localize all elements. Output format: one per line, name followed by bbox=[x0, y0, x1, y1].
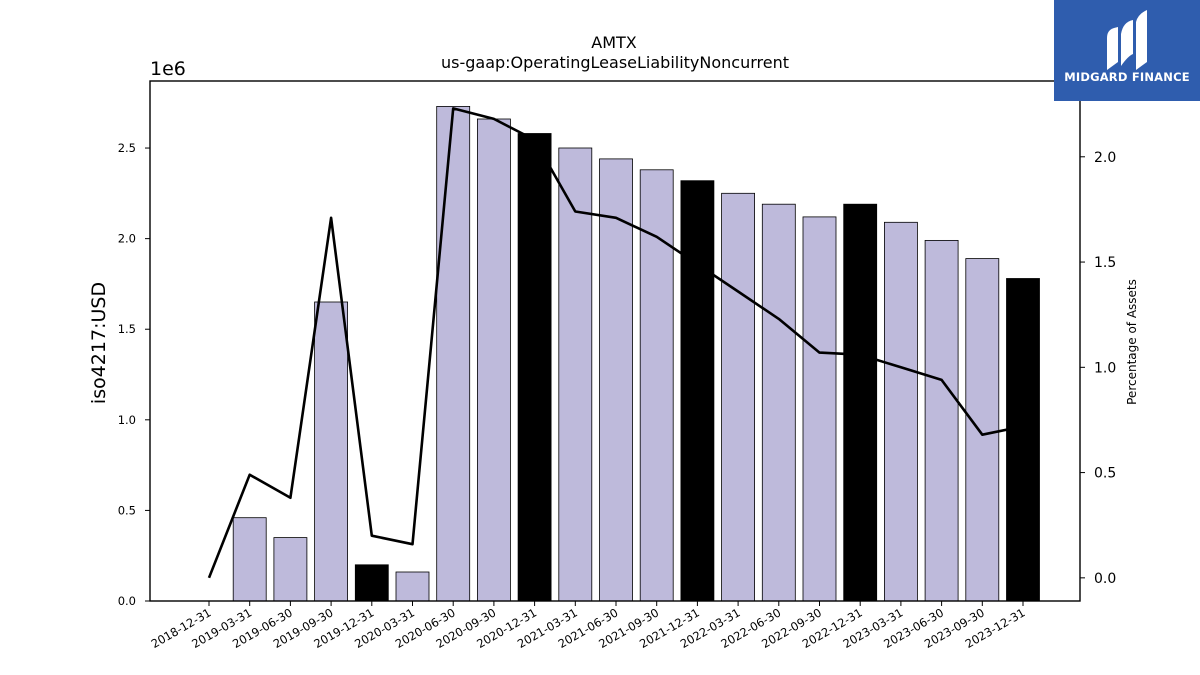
bar-2019-03-31 bbox=[232, 517, 267, 602]
x-axis-ticks: 2018-12-312019-03-312019-06-302019-09-30… bbox=[149, 601, 1028, 651]
bar-2021-09-30 bbox=[639, 169, 674, 602]
chart-title: AMTX bbox=[591, 33, 637, 52]
y-tick-label: 0.5 bbox=[118, 503, 136, 517]
y2-tick-label: 0.5 bbox=[1094, 466, 1116, 482]
bar-2020-09-30 bbox=[476, 118, 511, 602]
y2-axis-label: Percentage of Assets bbox=[1125, 279, 1139, 405]
bar-2022-12-31 bbox=[843, 203, 878, 602]
y-tick-label: 2.5 bbox=[118, 141, 136, 155]
bar-2021-03-31 bbox=[558, 147, 593, 602]
bar-series bbox=[232, 106, 1040, 602]
y-tick-label: 2.0 bbox=[118, 232, 136, 246]
y2-axis-ticks: 0.0 0.5 1.0 1.5 2.0 bbox=[1080, 150, 1116, 587]
bar-2020-03-31 bbox=[395, 571, 430, 602]
y-tick-label: 1.0 bbox=[118, 413, 136, 427]
y2-tick-label: 1.5 bbox=[1094, 255, 1116, 271]
bar-2023-06-30 bbox=[924, 239, 959, 602]
brand-logo: MIDGARD FINANCE bbox=[1054, 0, 1200, 101]
bar-2022-09-30 bbox=[802, 216, 837, 602]
bar-2019-12-31 bbox=[354, 564, 389, 602]
percentage-line bbox=[207, 107, 1024, 579]
y-axis-ticks: 0.0 0.5 1.0 1.5 2.0 2.5 bbox=[118, 141, 150, 608]
bar-2020-12-31 bbox=[517, 133, 552, 602]
y2-tick-label: 1.0 bbox=[1094, 360, 1116, 376]
bar-2023-09-30 bbox=[965, 258, 1000, 602]
y2-tick-label: 0.0 bbox=[1094, 571, 1116, 587]
chart-subtitle: us-gaap:OperatingLeaseLiabilityNoncurren… bbox=[441, 53, 789, 72]
bar-2019-06-30 bbox=[273, 537, 308, 602]
bar-2023-12-31 bbox=[1006, 278, 1040, 602]
y-offset-label: 1e6 bbox=[150, 58, 186, 80]
line-series bbox=[207, 107, 1024, 579]
bar-2022-06-30 bbox=[761, 203, 796, 602]
y2-tick-label: 2.0 bbox=[1094, 150, 1116, 166]
y-tick-label: 1.5 bbox=[118, 322, 136, 336]
bar-2021-12-31 bbox=[680, 180, 715, 602]
bar-2023-03-31 bbox=[884, 221, 918, 602]
bar-2021-06-30 bbox=[599, 158, 633, 602]
bar-2022-03-31 bbox=[721, 192, 755, 602]
bar-2020-06-30 bbox=[436, 106, 471, 602]
logo-text: MIDGARD FINANCE bbox=[1064, 70, 1190, 84]
y-axis-label: iso4217:USD bbox=[88, 282, 110, 404]
plot-frame bbox=[149, 80, 1081, 602]
y-tick-label: 0.0 bbox=[118, 594, 136, 608]
logo-mark-icon bbox=[1107, 10, 1147, 70]
bar-2019-09-30 bbox=[314, 301, 349, 602]
